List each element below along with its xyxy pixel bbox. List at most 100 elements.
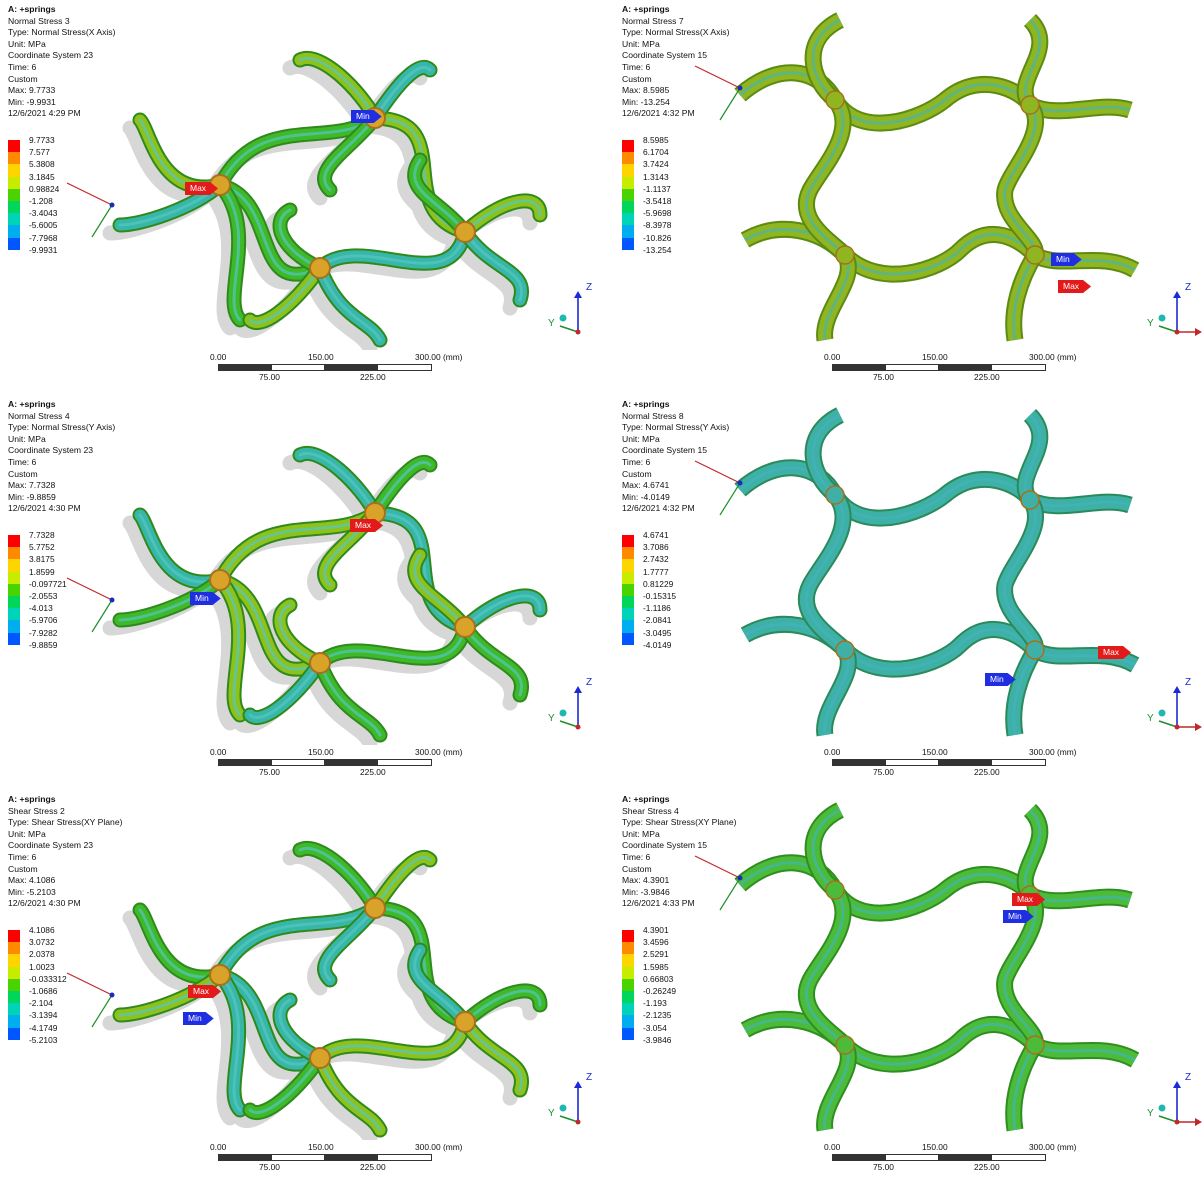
scale-label-bottom: 75.00 — [259, 767, 280, 777]
model-viewport[interactable] — [614, 395, 1203, 745]
scale-label-top: 150.00 — [308, 747, 334, 757]
spring-arm-inner — [413, 158, 467, 234]
triad-iso-ball — [559, 709, 567, 717]
legend-row: 1.3143 — [622, 172, 702, 189]
legend-swatch — [622, 237, 634, 250]
cs-y-axis — [91, 994, 113, 1028]
legend-swatch — [8, 978, 20, 991]
scale-segment — [832, 364, 887, 371]
legend-swatch — [8, 535, 20, 548]
spring-arm-inner — [463, 1020, 524, 1092]
triad-origin — [1174, 1119, 1180, 1125]
legend-row: -5.9698 — [622, 208, 702, 226]
spring-arm-inner — [278, 603, 322, 665]
scale-label-bottom: 75.00 — [873, 767, 894, 777]
legend-value: 3.8175 — [29, 554, 55, 565]
model-viewport[interactable] — [614, 0, 1203, 350]
scale-bar: 0.00 150.00 300.00 (mm) 75.00 225.00 — [210, 747, 470, 783]
cs-origin — [737, 85, 743, 91]
spring-arm-inner — [413, 948, 467, 1024]
arm-shadow — [202, 185, 238, 336]
triad-z-label: Z — [1185, 677, 1192, 688]
legend-row: -0.033312 — [8, 974, 88, 991]
lattice-node — [825, 90, 845, 110]
triad-y-label: Y — [548, 1108, 555, 1119]
legend-swatch — [622, 1015, 634, 1028]
axis-triad[interactable]: ZYX — [1147, 1072, 1203, 1132]
cs-origin — [737, 480, 743, 486]
legend-row: -0.097721 — [8, 579, 88, 596]
legend-value: 3.1845 — [29, 171, 55, 182]
legend-row: -2.104 — [8, 998, 88, 1016]
legend-value: -1.208 — [29, 195, 53, 206]
legend-value: -2.1235 — [643, 1010, 672, 1021]
legend-swatch — [622, 176, 634, 189]
hub-joint — [309, 652, 331, 674]
spring-arm-inner — [463, 989, 542, 1024]
header-unit: Unit: MPa — [622, 433, 660, 444]
cs-x-axis — [66, 182, 113, 206]
result-panel-p1: A: +springs Normal Stress 3 Type: Normal S… — [0, 0, 601, 393]
legend-swatch — [622, 535, 634, 548]
legend-value: 0.66803 — [643, 973, 674, 984]
header-date: 12/6/2021 4:32 PM — [622, 503, 695, 514]
legend-row: 4.3901 — [622, 925, 702, 943]
axis-triad[interactable]: ZYX — [1147, 677, 1203, 737]
legend-value: 2.0378 — [29, 949, 55, 960]
triad-z-arrow — [574, 1081, 582, 1088]
legend-value: -2.104 — [29, 998, 53, 1009]
legend-swatch — [8, 990, 20, 1004]
legend-row: -8.3978 — [622, 220, 702, 238]
header-type: Type: Shear Stress(XY Plane) — [8, 817, 123, 828]
spring-arm-inner — [318, 1020, 467, 1060]
scale-bar: 0.00 150.00 300.00 (mm) 75.00 225.00 — [210, 352, 470, 388]
legend-row: -1.208 — [8, 196, 88, 214]
model-viewport[interactable] — [0, 790, 601, 1140]
legend-swatch — [8, 571, 20, 584]
model-viewport[interactable] — [614, 790, 1203, 1140]
scale-segment — [885, 1154, 940, 1161]
legend-value: 1.3143 — [643, 171, 669, 182]
header-title: A: +springs — [622, 794, 670, 804]
triad-z-label: Z — [1185, 282, 1192, 293]
spring-arm-inner — [248, 1056, 322, 1115]
scale-segment — [832, 759, 887, 766]
header-title: A: +springs — [622, 399, 670, 409]
spring-arm-inner — [318, 625, 467, 665]
model-viewport[interactable] — [0, 395, 601, 745]
scale-label-bottom: 225.00 — [974, 372, 1000, 382]
legend-row: 3.0732 — [8, 937, 88, 955]
result-panel-p3: A: +springs Normal Stress 4 Type: Normal S… — [0, 395, 601, 788]
header-type: Type: Normal Stress(X Axis) — [8, 27, 116, 38]
legend-swatch — [622, 608, 634, 621]
coordinate-system-glyph — [66, 577, 115, 633]
header-type: Type: Shear Stress(XY Plane) — [622, 817, 737, 828]
scale-segment — [832, 1154, 887, 1161]
legend-value: 0.81229 — [643, 578, 674, 589]
legend-swatch — [8, 188, 20, 201]
header-cs: Coordinate System 15 — [622, 445, 708, 456]
hub-joint — [209, 964, 231, 986]
lattice-beam-inner — [1003, 808, 1042, 1131]
header-name: Shear Stress 4 — [622, 805, 679, 816]
legend-swatch — [8, 176, 20, 189]
spring-structure — [102, 446, 548, 745]
legend-swatch — [8, 164, 20, 177]
lattice-node — [1020, 95, 1040, 115]
scale-label-top: 300.00 (mm) — [415, 1142, 463, 1152]
legend-value: -10.826 — [643, 232, 672, 243]
spring-body — [112, 51, 548, 348]
cs-y-axis — [91, 599, 113, 633]
max-marker: Max — [188, 985, 221, 998]
model-viewport[interactable] — [0, 0, 601, 350]
triad-iso-ball — [559, 314, 567, 322]
scale-bar: 0.00 150.00 300.00 (mm) 75.00 225.00 — [210, 1142, 470, 1178]
legend-value: -4.1749 — [29, 1022, 58, 1033]
lattice-beam-inner — [1003, 18, 1042, 341]
axis-triad[interactable]: ZYX — [1147, 282, 1203, 342]
spring-arm-inner — [318, 661, 382, 737]
header-unit: Unit: MPa — [8, 828, 46, 839]
